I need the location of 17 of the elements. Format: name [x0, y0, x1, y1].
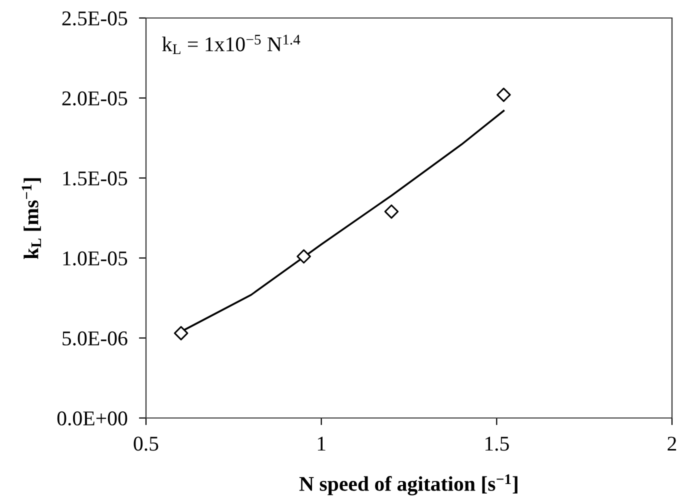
x-tick-label: 0.5: [134, 436, 158, 451]
y-axis-title: k$_{L}$ [ms$^{−1}$]: [22, 178, 42, 259]
point: [296, 249, 311, 264]
x-tick-label: 2: [668, 436, 676, 451]
x-tick-label: 1.5: [485, 436, 509, 451]
point: [496, 88, 511, 102]
y-tick-label: 2.0E-05: [62, 91, 128, 106]
x-axis-title: N speed of agitation [s$^{−1}$]: [299, 474, 518, 496]
y-tick-label: 0.0E+00: [57, 411, 128, 426]
point: [174, 326, 188, 340]
point: [384, 204, 399, 219]
x-tick-label: 1: [318, 436, 326, 451]
y-tick-label: 5.0E-06: [62, 331, 128, 346]
y-tick-label: 1.5E-05: [63, 171, 128, 186]
y-tick-label: 1.0E-05: [63, 251, 128, 266]
annotation: k$_{L}$ = 1x10$^{−5}$ N$^{1.4}$: [162, 34, 300, 54]
y-tick-label: 2.5E-05: [62, 11, 128, 26]
